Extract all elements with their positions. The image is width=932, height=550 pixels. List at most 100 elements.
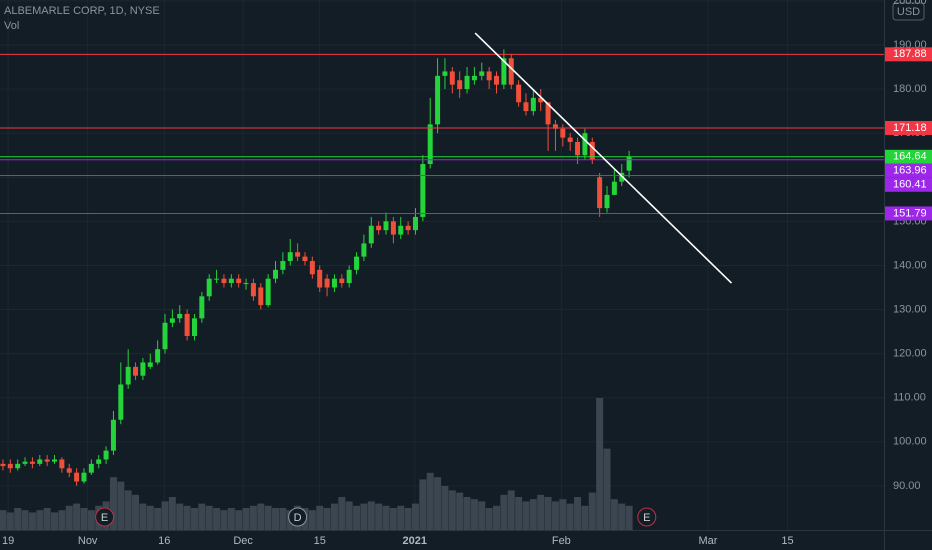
- volume-bar: [382, 505, 390, 530]
- level-label: 164.64: [893, 151, 927, 163]
- candle-body: [243, 283, 249, 285]
- candle-body: [309, 261, 315, 275]
- candle-body: [538, 97, 544, 103]
- y-tick-label: 100.00: [893, 436, 927, 448]
- candle-body: [44, 459, 50, 462]
- event-label: D: [294, 512, 302, 524]
- candle-body: [236, 278, 242, 284]
- level-label: 163.96: [893, 165, 927, 177]
- volume-bar: [559, 499, 567, 530]
- level-tag: [885, 206, 932, 221]
- candle-body: [206, 278, 212, 297]
- volume-bar: [227, 508, 235, 530]
- candle-body: [118, 384, 124, 420]
- candle-body: [442, 71, 448, 76]
- candle-body: [295, 252, 301, 257]
- volume-bar: [109, 477, 117, 530]
- volume-bar: [588, 492, 596, 530]
- volume-bar: [168, 497, 176, 530]
- x-tick-label: Dec: [233, 535, 253, 547]
- volume-bar: [603, 448, 611, 530]
- volume-bar: [213, 508, 221, 530]
- volume-bar: [470, 499, 478, 530]
- volume-bar: [146, 505, 154, 530]
- volume-bar: [316, 505, 324, 530]
- volume-bar: [551, 501, 559, 530]
- volume-bar: [441, 486, 449, 530]
- volume-bar: [132, 494, 140, 530]
- volume-bar: [14, 508, 22, 530]
- candle-body: [405, 225, 411, 231]
- candle-body: [214, 278, 220, 280]
- volume-bar: [272, 508, 280, 530]
- candle-body: [523, 102, 529, 112]
- volume-bar: [28, 512, 36, 530]
- candle-body: [228, 278, 234, 284]
- candle-body: [140, 362, 146, 376]
- candle-body: [508, 58, 514, 85]
- volume-bar: [537, 494, 545, 530]
- volume-bar: [338, 497, 346, 530]
- volume-bar: [323, 508, 331, 530]
- volume-bar: [345, 501, 353, 530]
- volume-bar: [566, 503, 574, 530]
- candle-body: [88, 463, 94, 473]
- volume-bar: [58, 510, 66, 530]
- candle-body: [191, 318, 197, 336]
- x-tick-label: 16: [158, 535, 170, 547]
- candle-body: [567, 137, 573, 142]
- x-tick-label: 2021: [403, 535, 427, 547]
- candle-body: [501, 58, 507, 85]
- volume-bar: [618, 503, 626, 530]
- level-tag: [885, 149, 932, 164]
- volume-bar: [515, 497, 523, 530]
- event-marker: [637, 507, 657, 527]
- candle-body: [324, 278, 330, 288]
- volume-bar: [389, 508, 397, 530]
- candle-body: [273, 269, 279, 279]
- event-marker: [95, 507, 115, 527]
- volume-bar: [205, 505, 213, 530]
- candle-body: [516, 84, 522, 103]
- candle-body: [420, 164, 426, 217]
- candle-body: [147, 362, 153, 367]
- grid: [0, 0, 884, 530]
- level-label: 171.18: [893, 122, 927, 134]
- candle-body: [398, 225, 404, 235]
- candle-body: [530, 97, 536, 112]
- x-tick-label: 19: [2, 535, 14, 547]
- x-tick-label: Mar: [698, 535, 717, 547]
- volume-bar: [73, 503, 81, 530]
- candle-body: [435, 75, 441, 125]
- candle-body: [361, 243, 367, 257]
- candle-body: [177, 313, 183, 319]
- volume-bar: [198, 503, 206, 530]
- volume-bar: [493, 505, 501, 530]
- candle-body: [582, 133, 588, 156]
- currency-box[interactable]: [892, 2, 925, 21]
- volume-bar: [65, 505, 73, 530]
- volume-bar: [43, 508, 51, 530]
- candle-body: [265, 278, 271, 306]
- volume-bar: [0, 510, 7, 530]
- candle-body: [604, 194, 610, 209]
- candles: [0, 49, 632, 486]
- candle-body: [464, 75, 470, 90]
- candle-body: [37, 459, 43, 464]
- volume-bar: [596, 398, 604, 530]
- candle-body: [368, 225, 374, 244]
- candle-body: [15, 463, 21, 469]
- candle-body: [449, 71, 455, 85]
- volume-bar: [235, 510, 243, 530]
- volume-bar: [183, 505, 191, 530]
- candle-body: [199, 296, 205, 319]
- volume-bar: [500, 494, 508, 530]
- volume-bar: [190, 508, 198, 530]
- candle-body: [376, 225, 382, 231]
- overlays: [0, 32, 884, 284]
- volume-bar: [397, 505, 405, 530]
- candle-body: [103, 450, 109, 460]
- candle-body: [287, 252, 293, 262]
